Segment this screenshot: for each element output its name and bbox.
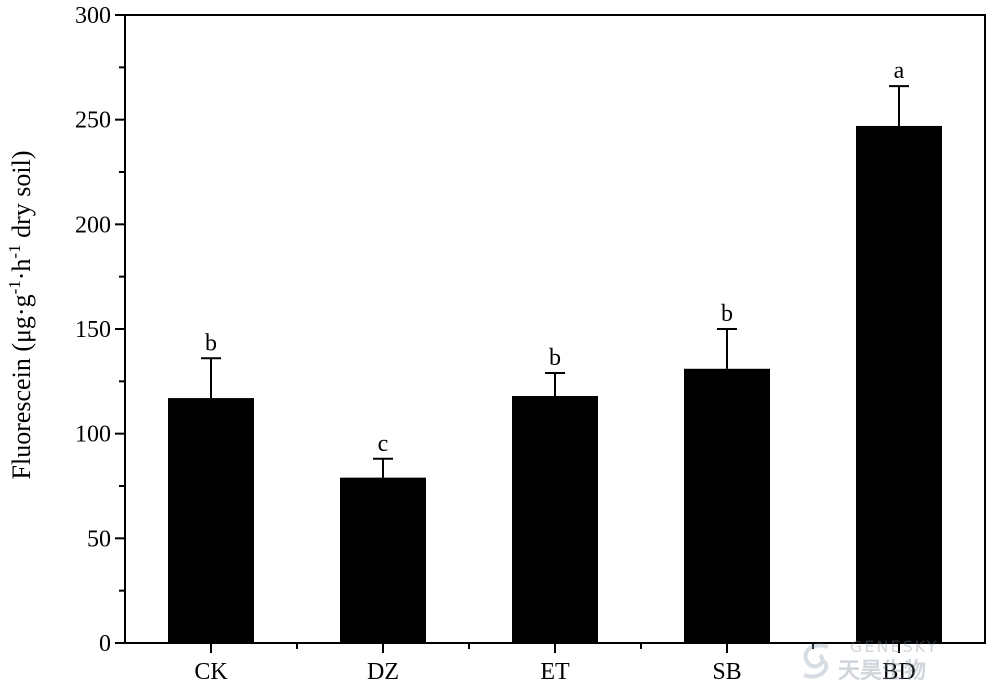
significance-label: a [894,58,905,84]
bars [168,85,942,644]
x-tick-label: BD [882,659,915,685]
y-axis-label: Fluorescein (μg·g-1·h-1 dry soil) [5,151,36,480]
y-tick-label: 50 [87,526,111,552]
watermark-brand-cn: 天昊生物 [838,659,927,684]
y-tick-label: 300 [75,3,111,29]
y-tick-label: 150 [75,317,111,343]
brand-swirl-icon [803,643,829,679]
x-tick-label: ET [540,659,570,685]
bar [684,368,770,643]
x-tick-label: CK [194,659,228,685]
significance-label: c [378,431,389,457]
bar [340,477,426,643]
y-tick-label: 100 [75,422,111,448]
bar [512,395,598,643]
labels: b c b b a [205,58,905,457]
significance-label: b [549,345,561,371]
x-tick-label: SB [712,659,741,685]
y-tick-label: 250 [75,108,111,134]
x-axis-ticks: CK DZ ET SB BD [194,643,916,685]
y-tick-label: 0 [99,631,111,657]
watermark-brand-en: GENESKY [850,637,939,656]
y-tick-label: 200 [75,212,111,238]
bar [856,125,942,644]
significance-label: b [721,301,733,327]
x-tick-label: DZ [367,659,399,685]
significance-label: b [205,330,217,356]
watermark-logo: GENESKY 天昊生物 [798,637,968,684]
bar [168,398,254,643]
y-axis-ticks: 0 50 100 150 200 250 300 [75,3,125,657]
